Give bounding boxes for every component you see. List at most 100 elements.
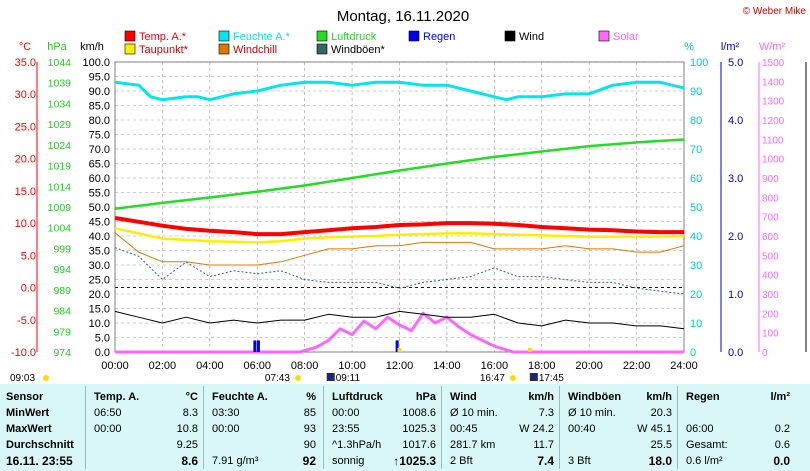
- marker: [527, 348, 532, 352]
- stats-col-unit: km/h: [528, 391, 554, 403]
- stats-cell-label: 03:30: [212, 407, 240, 419]
- legend-label: Solar: [613, 31, 639, 43]
- stats-col-unit: l/m²: [770, 391, 790, 403]
- tick-wind: 0.0: [95, 347, 110, 359]
- legend-label: Wind: [519, 31, 544, 43]
- tick-wind: 95.0: [89, 72, 110, 84]
- tick-press: 1029: [48, 119, 72, 131]
- tick-wind: 80.0: [89, 115, 110, 127]
- moonrise-icon: [326, 373, 335, 381]
- sunrise-icon: [294, 375, 301, 381]
- tick-wind: 50.0: [89, 202, 110, 214]
- stats-cell-value: W 24.2: [519, 423, 554, 435]
- stats-column: Wind km/h Ø 10 min. 7.3 00:45 W 24.2 281.7 km 1…: [445, 384, 560, 471]
- tick-rain: 4.0: [728, 115, 743, 127]
- tick-wind: 5.0: [95, 333, 110, 345]
- tick-temp: 15.0: [15, 186, 36, 198]
- copyright: © Weber Mike: [743, 6, 807, 17]
- tick-wind: 75.0: [89, 130, 110, 142]
- legend-swatch: [218, 30, 230, 42]
- series-feuchtea: [114, 80, 685, 102]
- legend-label: Feuchte A.*: [233, 31, 291, 43]
- moonrise-time: 09:11: [336, 373, 361, 384]
- stats-cell-label: 00:00: [332, 407, 360, 419]
- x-tick: 08:00: [291, 360, 319, 372]
- stats-cell-value: 0.2: [774, 423, 790, 435]
- legend-swatch: [504, 30, 516, 42]
- x-tick: 12:00: [386, 360, 414, 372]
- legend-swatch: [316, 43, 328, 55]
- stats-col-title: Windböen: [568, 391, 622, 403]
- stats-col-title: Regen: [686, 391, 720, 403]
- tick-wind: 30.0: [89, 260, 110, 272]
- tick-press: 984: [53, 306, 71, 318]
- row-label: Sensor: [6, 391, 44, 403]
- tick-solar: 500: [762, 251, 779, 262]
- stats-cell-value: 7.4: [537, 454, 554, 468]
- tick-press: 1044: [48, 57, 72, 69]
- legend-swatch: [408, 30, 420, 42]
- unit-solar: W/m²: [759, 41, 786, 53]
- unit-temp: °C: [19, 41, 31, 53]
- stats-separator: [441, 386, 442, 469]
- tick-press: 989: [53, 285, 71, 297]
- tick-solar: 1300: [762, 97, 785, 108]
- stats-col-title: Feuchte A.: [212, 391, 268, 403]
- stats-column: Regen l/m² 06:00 0.2 Gesamt: 0.6 0.6 l/m² 0.0: [681, 384, 796, 471]
- unit-wind: km/h: [80, 41, 104, 53]
- tick-rain: 3.0: [728, 173, 743, 185]
- series: [114, 80, 685, 354]
- axis-units: °C hPa km/h% l/m² W/m²: [19, 41, 786, 53]
- stats-cell-value: ↑1025.3: [393, 454, 436, 468]
- tick-wind: 55.0: [89, 188, 110, 200]
- stats-col-unit: °C: [185, 391, 198, 403]
- stats-cell-label: 0.6 l/m²: [686, 455, 723, 467]
- tick-wind: 10.0: [89, 318, 110, 330]
- rain-bar: [253, 340, 257, 352]
- stats-panel: Sensor MinWert MaxWert Durchschnitt 16.1…: [0, 384, 810, 471]
- tick-wind: 35.0: [89, 246, 110, 258]
- tick-press: 1039: [48, 78, 72, 90]
- row-label-current: 16.11. 23:55: [6, 454, 73, 468]
- stats-cell-value: 0.0: [773, 454, 790, 468]
- series-windben: [114, 247, 685, 295]
- stats-cell-label: sonnig: [332, 455, 365, 467]
- x-tick: 20:00: [575, 360, 603, 372]
- tick-hum: 60: [690, 173, 702, 185]
- unit-rain: l/m²: [721, 41, 740, 53]
- tick-temp: 0.0: [21, 283, 36, 295]
- x-tick: 24:00: [670, 360, 698, 372]
- legend-label: Taupunkt*: [139, 44, 189, 56]
- weather-chart: Montag, 16.11.2020 © Weber Mike Temp. A.…: [10, 6, 807, 384]
- stats-column: Luftdruck hPa 00:00 1008.6 23:55 1025.3 ^1.3hP…: [327, 384, 442, 471]
- tick-hum: 20: [690, 289, 702, 301]
- stats-col-title: Luftdruck: [332, 391, 383, 403]
- tick-solar: 600: [762, 232, 779, 243]
- legend-swatch: [124, 30, 136, 42]
- stats-cell-value: 92: [302, 454, 316, 468]
- stats-cell-value: 18.0: [648, 454, 672, 468]
- stats-separator: [677, 386, 678, 469]
- tick-temp: 10.0: [15, 218, 36, 230]
- stats-cell-label: 00:00: [94, 423, 122, 435]
- x-axis: 00:00 02:00 04:00 06:00 08:00 10:00 12:00 14:00…: [101, 360, 698, 372]
- tick-wind: 25.0: [89, 275, 110, 287]
- stats-col-unit: %: [306, 391, 316, 403]
- tick-solar: 900: [762, 174, 779, 185]
- stats-column: Temp. A. °C 06:50 8.3 00:00 10.8 9.25 8.6: [89, 384, 204, 471]
- tick-solar: 300: [762, 290, 779, 301]
- tick-press: 1019: [48, 161, 72, 173]
- tick-rain: 1.0: [728, 289, 743, 301]
- x-tick: 16:00: [481, 360, 509, 372]
- tick-hum: 50: [690, 202, 702, 214]
- legend-swatch: [598, 30, 610, 42]
- stats-col-unit: km/h: [646, 391, 672, 403]
- tick-hum: 100: [690, 57, 708, 69]
- stats-cell-label: 06:50: [94, 407, 122, 419]
- stats-cell-label: 2 Bft: [450, 455, 473, 467]
- tick-wind: 65.0: [89, 159, 110, 171]
- tick-wind: 70.0: [89, 144, 110, 156]
- sunset-time: 16:47: [480, 373, 505, 384]
- legend-swatch: [316, 30, 328, 42]
- legend-label: Windböen*: [331, 44, 386, 56]
